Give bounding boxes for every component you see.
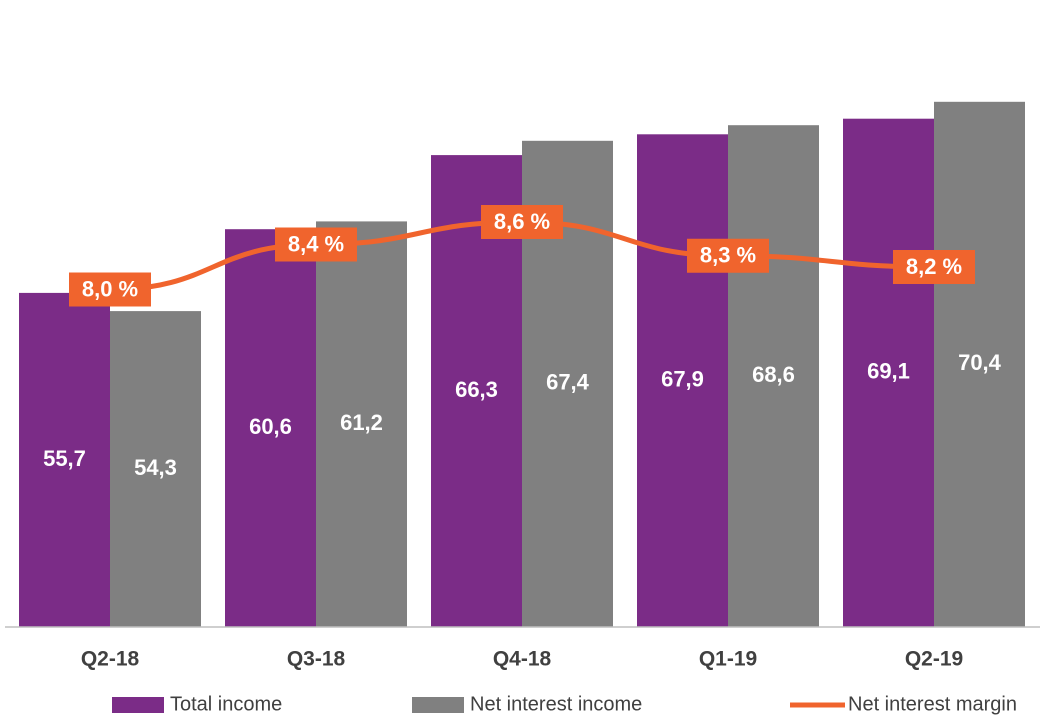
line-label-box [275, 227, 357, 262]
bar-value-label: 69,1 [867, 359, 910, 384]
bar-value-label: 61,2 [340, 410, 383, 435]
bar [19, 292, 110, 627]
bar [110, 311, 201, 627]
x-tick-label: Q4-18 [493, 648, 552, 671]
line-value-label: 8,2 % [906, 254, 962, 279]
legend-label: Net interest margin [848, 693, 1017, 715]
legend-swatch [112, 697, 164, 713]
line-value-label: 8,4 % [288, 231, 344, 256]
x-tick-label: Q3-18 [287, 648, 346, 671]
x-tick-label: Q2-19 [905, 648, 963, 671]
line-value-label: 8,0 % [82, 276, 138, 301]
legend-label: Net interest income [470, 693, 642, 715]
line-label-box [893, 250, 975, 284]
bar-value-label: 68,6 [752, 362, 795, 387]
bar-value-label: 55,7 [43, 446, 86, 471]
bar-value-label: 70,4 [958, 350, 1002, 375]
bar-value-label: 54,3 [134, 455, 177, 480]
bar [728, 125, 819, 627]
bar [934, 101, 1025, 628]
legend-label: Total income [170, 693, 282, 715]
bar-value-label: 66,3 [455, 377, 498, 402]
bar [316, 221, 407, 627]
line-value-label: 8,3 % [700, 243, 756, 268]
bar-value-label: 60,6 [249, 414, 292, 439]
x-tick-label: Q2-18 [81, 648, 140, 671]
bar [843, 118, 934, 627]
line-label-box [481, 205, 563, 239]
bar-value-label: 67,9 [661, 366, 704, 391]
bar [637, 134, 728, 628]
bar-value-label: 67,4 [546, 370, 590, 395]
line-label-box [69, 272, 151, 307]
bar [225, 229, 316, 627]
legend-swatch [412, 697, 464, 713]
line-label-box [687, 238, 769, 273]
x-tick-label: Q1-19 [699, 648, 757, 671]
line-value-label: 8,6 % [494, 209, 550, 234]
